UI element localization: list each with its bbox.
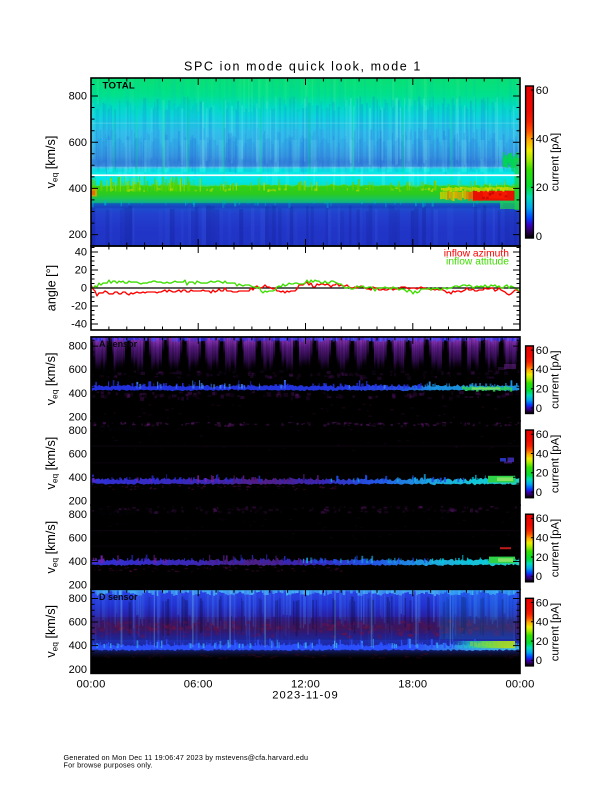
svg-text:20: 20 [536, 636, 549, 648]
svg-text:800: 800 [69, 509, 87, 521]
svg-text:0: 0 [81, 283, 87, 295]
svg-text:400: 400 [69, 388, 87, 400]
svg-text:current [pA]: current [pA] [550, 603, 562, 661]
svg-text:B sensor: B sensor [99, 423, 138, 433]
svg-text:2023-11-09: 2023-11-09 [272, 690, 338, 702]
svg-text:00:00: 00:00 [506, 679, 535, 691]
svg-text:20: 20 [536, 182, 549, 194]
svg-text:20: 20 [536, 384, 549, 396]
svg-text:current [pA]: current [pA] [550, 133, 562, 191]
svg-text:400: 400 [69, 183, 87, 195]
svg-text:TOTAL: TOTAL [103, 80, 136, 91]
svg-text:SPC ion mode quick look, mode: SPC ion mode quick look, mode 1 [184, 60, 422, 74]
svg-text:20: 20 [536, 552, 549, 564]
svg-text:12:00: 12:00 [291, 679, 320, 691]
svg-text:40: 40 [536, 364, 549, 376]
svg-text:200: 200 [69, 580, 87, 592]
svg-text:600: 600 [69, 364, 87, 376]
svg-text:Generated on Mon Dec 11 19:06:: Generated on Mon Dec 11 19:06:47 2023 by… [64, 753, 309, 762]
svg-text:0: 0 [536, 487, 542, 499]
svg-text:800: 800 [69, 425, 87, 437]
svg-text:20: 20 [536, 468, 549, 480]
svg-text:400: 400 [69, 472, 87, 484]
svg-text:18:00: 18:00 [398, 679, 427, 691]
svg-text:600: 600 [69, 533, 87, 545]
svg-text:current [pA]: current [pA] [550, 519, 562, 577]
svg-text:For browse purposes only.: For browse purposes only. [64, 760, 153, 769]
svg-text:A sensor: A sensor [99, 339, 138, 349]
svg-text:0: 0 [536, 231, 542, 243]
svg-text:0: 0 [536, 571, 542, 583]
svg-text:60: 60 [536, 597, 549, 609]
svg-text:400: 400 [69, 640, 87, 652]
svg-text:60: 60 [536, 429, 549, 441]
svg-text:40: 40 [536, 533, 549, 545]
svg-text:800: 800 [69, 593, 87, 605]
svg-text:600: 600 [69, 137, 87, 149]
svg-text:angle [°]: angle [°] [45, 265, 59, 311]
svg-text:06:00: 06:00 [184, 679, 213, 691]
svg-text:-40: -40 [71, 319, 87, 331]
svg-text:0: 0 [536, 403, 542, 415]
svg-text:D sensor: D sensor [99, 592, 138, 602]
svg-text:current [pA]: current [pA] [550, 350, 562, 408]
svg-text:60: 60 [536, 345, 549, 357]
svg-text:C sensor: C sensor [99, 507, 138, 517]
svg-text:40: 40 [536, 134, 549, 146]
svg-text:0: 0 [536, 655, 542, 667]
svg-text:inflow attitude: inflow attitude [446, 256, 509, 267]
svg-text:800: 800 [69, 91, 87, 103]
svg-text:600: 600 [69, 448, 87, 460]
svg-text:inflow azimuth: inflow azimuth [444, 249, 510, 260]
svg-text:60: 60 [536, 85, 549, 97]
svg-text:40: 40 [536, 617, 549, 629]
svg-text:200: 200 [69, 496, 87, 508]
svg-text:200: 200 [69, 411, 87, 423]
svg-text:200: 200 [69, 664, 87, 676]
svg-text:00:00: 00:00 [77, 679, 106, 691]
svg-text:20: 20 [75, 265, 87, 277]
svg-text:600: 600 [69, 617, 87, 629]
svg-text:40: 40 [536, 448, 549, 460]
svg-text:-20: -20 [71, 301, 87, 313]
svg-text:800: 800 [69, 341, 87, 353]
svg-text:60: 60 [536, 513, 549, 525]
svg-text:40: 40 [75, 247, 87, 259]
svg-text:200: 200 [69, 229, 87, 241]
svg-text:current [pA]: current [pA] [550, 435, 562, 493]
svg-text:400: 400 [69, 556, 87, 568]
